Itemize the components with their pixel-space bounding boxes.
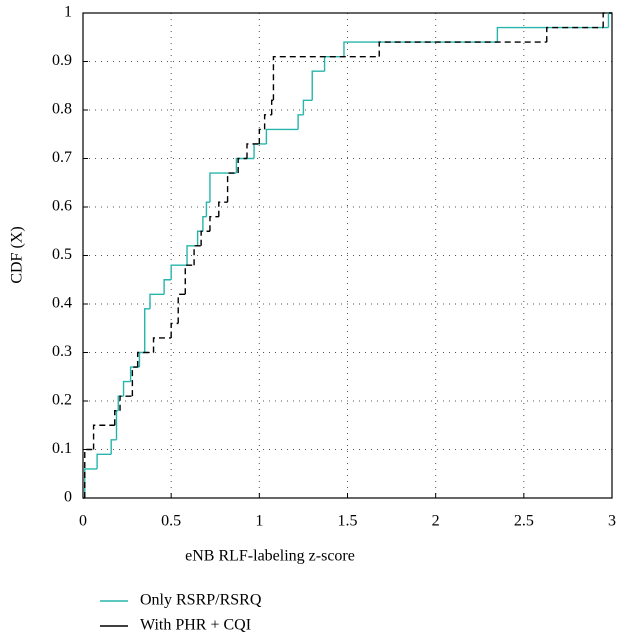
step-segment	[186, 245, 198, 266]
x-tick-label: 0.5	[161, 513, 181, 530]
step-segment	[246, 143, 260, 159]
step-segment	[122, 380, 131, 397]
step-segment	[184, 264, 195, 295]
step-segment	[92, 424, 115, 450]
step-segment	[253, 143, 267, 159]
y-tick-label: 0.7	[52, 149, 72, 166]
step-segment	[110, 439, 117, 455]
x-tick-label: 2.5	[514, 513, 534, 530]
y-tick-label: 0.1	[52, 440, 72, 457]
step-segment	[144, 308, 151, 353]
step-segment	[226, 172, 239, 203]
step-segment	[200, 230, 210, 246]
step-segment	[149, 293, 165, 309]
step-segment	[237, 157, 247, 174]
step-segment	[119, 395, 133, 411]
y-tick-label: 0.9	[52, 52, 72, 69]
step-segment	[170, 264, 188, 280]
y-tick-label: 1	[64, 4, 72, 21]
step-segment	[193, 245, 202, 266]
step-segment	[96, 453, 112, 469]
step-segment	[117, 395, 124, 411]
step-segment	[311, 70, 325, 101]
y-tick-label: 0.2	[52, 392, 72, 409]
step-segment	[302, 99, 313, 115]
legend-label: With PHR + CQI	[140, 617, 251, 634]
step-segment	[209, 216, 219, 232]
step-segment	[209, 172, 237, 203]
step-segment	[170, 322, 179, 338]
plot-frame	[82, 12, 613, 499]
step-segment	[218, 201, 228, 217]
x-tick-label: 2	[432, 513, 440, 530]
step-segment	[235, 157, 255, 174]
y-tick-label: 0	[64, 489, 72, 506]
step-segment	[265, 128, 299, 144]
step-segment	[84, 448, 94, 498]
step-segment	[323, 55, 344, 72]
y-tick-label: 0.8	[52, 101, 72, 118]
y-tick-label: 0.6	[52, 198, 72, 215]
step-segment	[114, 410, 121, 426]
y-tick-label: 0.5	[52, 246, 72, 263]
step-segment	[115, 410, 119, 440]
x-tick-label: 0	[79, 513, 87, 530]
step-segment	[258, 128, 265, 144]
step-segment	[263, 114, 272, 130]
step-segment	[136, 351, 154, 368]
step-segment	[152, 337, 172, 353]
x-axis-label: eNB RLF-labeling z-score	[185, 548, 355, 565]
step-segment	[196, 230, 203, 246]
step-segment	[546, 26, 604, 43]
step-segment	[177, 293, 186, 324]
step-segment	[138, 351, 145, 368]
step-segment	[84, 468, 98, 498]
legend-label: Only RSRP/RSRQ	[140, 592, 262, 609]
step-segment	[378, 41, 547, 57]
step-segment	[297, 114, 304, 130]
x-tick-label: 1	[255, 513, 263, 530]
step-segment	[131, 366, 138, 397]
step-segment	[602, 12, 612, 28]
step-segment	[202, 216, 207, 232]
y-tick-label: 0.3	[52, 343, 72, 360]
step-segment	[270, 99, 274, 115]
step-segment	[205, 201, 210, 217]
step-segment	[496, 26, 609, 43]
y-tick-label: 0.4	[52, 295, 72, 312]
y-axis-label: CDF (X)	[9, 226, 26, 283]
x-tick-label: 1.5	[338, 513, 358, 530]
step-segment	[163, 279, 172, 295]
step-segment	[343, 41, 498, 57]
x-tick-label: 3	[608, 513, 616, 530]
step-segment	[272, 55, 380, 101]
